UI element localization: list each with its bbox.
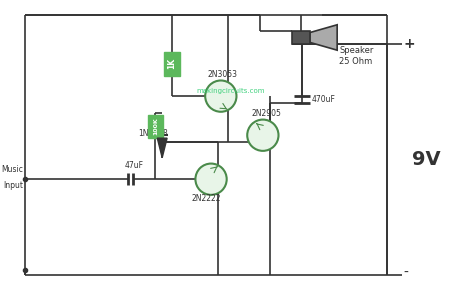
Polygon shape — [157, 138, 167, 158]
Bar — [292, 31, 310, 44]
Text: 1K: 1K — [167, 58, 176, 69]
Text: Speaker
25 Ohm: Speaker 25 Ohm — [339, 46, 374, 66]
Text: Music: Music — [1, 165, 23, 174]
Text: Input: Input — [3, 181, 23, 190]
Text: 100K: 100K — [153, 117, 158, 135]
Text: 470uF: 470uF — [312, 95, 336, 104]
Circle shape — [195, 164, 227, 195]
Text: 2N3053: 2N3053 — [208, 70, 238, 79]
Circle shape — [247, 119, 279, 151]
Circle shape — [205, 81, 237, 112]
Text: -: - — [404, 266, 409, 280]
Text: 9V: 9V — [412, 150, 440, 169]
Text: 1N4148: 1N4148 — [138, 129, 167, 138]
Text: makingcircuits.com: makingcircuits.com — [196, 88, 265, 94]
Polygon shape — [310, 25, 337, 50]
Text: 2N2222: 2N2222 — [191, 194, 221, 203]
Text: 2N2905: 2N2905 — [252, 109, 282, 118]
Bar — [147, 115, 163, 138]
Text: +: + — [404, 37, 415, 51]
Bar — [164, 52, 180, 76]
Text: 47uF: 47uF — [125, 162, 144, 171]
